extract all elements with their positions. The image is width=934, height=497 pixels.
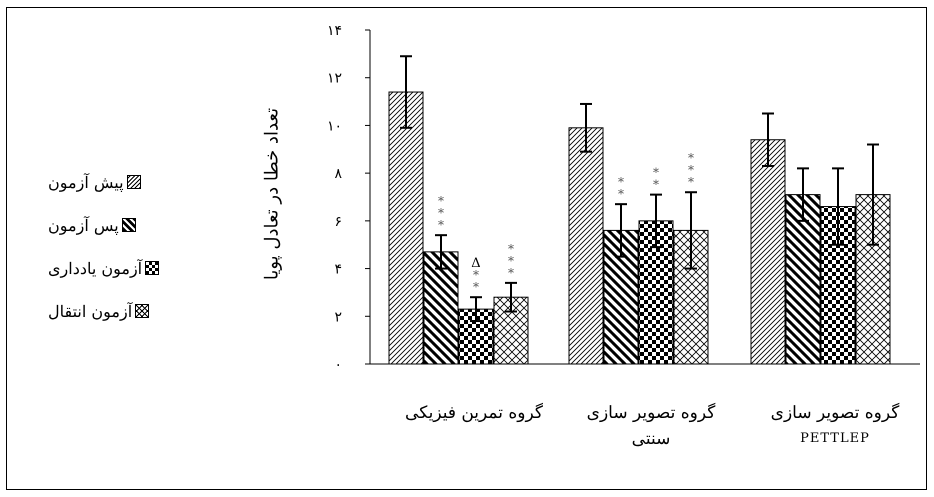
legend-label-posttest: پس آزمون (48, 215, 119, 235)
x-category-label-pettlep-line2: PETTLEP (800, 431, 870, 446)
significance-star-mark: * (473, 268, 479, 282)
legend: پیش آزمون پس آزمون آزمون یادداری آزمون ا… (48, 172, 160, 346)
error-bar (650, 193, 662, 249)
significance-star-mark: * (508, 242, 514, 256)
bar (568, 127, 604, 365)
error-bar (797, 167, 809, 222)
significance-delta-mark: Δ (471, 256, 480, 271)
legend-swatch-transfer (135, 304, 150, 318)
y-tick-label: ۱۴ (327, 23, 342, 39)
error-bar (867, 143, 879, 246)
error-bar (580, 102, 592, 153)
legend-label-retention: آزمون یادداری (48, 258, 143, 278)
bar (423, 251, 459, 365)
annotation-layer: ***Δ************ (438, 151, 694, 294)
y-tick-label: ۲ (334, 309, 342, 325)
y-tick-label: ۱۰ (327, 118, 342, 134)
error-bar (470, 296, 482, 323)
y-tick-label: ۶ (334, 214, 342, 230)
y-tick-label: ۴ (334, 262, 342, 278)
y-tick-label: ۱۲ (327, 71, 342, 87)
significance-star-mark: * (688, 151, 694, 165)
error-bar (615, 203, 627, 258)
error-bar (832, 167, 844, 246)
x-category-label-physical: گروه تمرین فیزیکی (379, 400, 569, 426)
bar (388, 91, 424, 365)
x-category-label-pettlep-line1: گروه تصویر سازی (770, 403, 900, 423)
bar (750, 139, 786, 365)
x-category-label-pettlep: گروه تصویر سازی PETTLEP (740, 400, 930, 452)
legend-swatch-posttest (121, 218, 136, 232)
significance-star-mark: * (688, 163, 694, 177)
y-tick-label: ۸ (334, 166, 342, 182)
error-bar (685, 191, 697, 270)
significance-star-mark: * (473, 280, 479, 294)
significance-star-mark: * (618, 175, 624, 189)
error-bar (762, 112, 774, 167)
y-tick-label: ۰ (334, 357, 342, 373)
bar-layer (388, 91, 891, 365)
chart-frame (6, 7, 927, 490)
significance-star-mark: * (653, 166, 659, 180)
x-category-label-traditional: گروه تصویر سازی سنتی (556, 400, 746, 452)
error-bar (505, 281, 517, 313)
legend-label-pretest: پیش آزمون (48, 172, 124, 192)
significance-star-mark: * (653, 178, 659, 192)
error-bar-layer (400, 55, 879, 323)
significance-star-mark: * (618, 187, 624, 201)
significance-star-mark: * (438, 194, 444, 208)
legend-label-transfer: آزمون انتقال (48, 301, 133, 321)
significance-star-mark: * (688, 175, 694, 189)
x-category-label-physical-line1: گروه تمرین فیزیکی (405, 403, 543, 423)
error-bar (435, 234, 447, 270)
legend-swatch-retention (145, 261, 160, 275)
legend-swatch-pretest (126, 175, 141, 189)
error-bar (400, 55, 412, 129)
significance-star-mark: * (438, 206, 444, 220)
significance-star-mark: * (438, 218, 444, 232)
legend-item-retention: آزمون یادداری (48, 258, 160, 278)
legend-item-pretest: پیش آزمون (48, 172, 159, 192)
x-category-label-traditional-line1: گروه تصویر سازی (586, 403, 716, 423)
legend-item-transfer: آزمون انتقال (48, 301, 159, 321)
x-category-label-traditional-line2: سنتی (631, 429, 671, 449)
legend-item-posttest: پس آزمون (48, 215, 159, 235)
bar (785, 194, 821, 365)
significance-star-mark: * (508, 266, 514, 280)
significance-star-mark: * (508, 254, 514, 268)
